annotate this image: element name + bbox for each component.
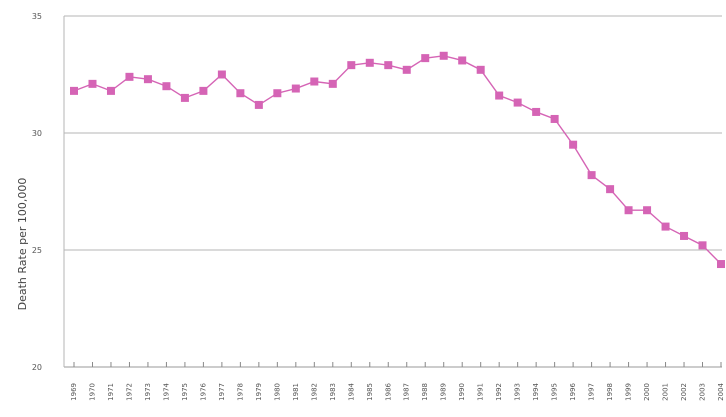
data-point <box>106 86 115 95</box>
y-tick-label: 20 <box>32 363 42 372</box>
data-point <box>569 140 578 149</box>
data-point <box>273 89 282 98</box>
x-tick-label: 1969 <box>70 383 78 401</box>
x-tick-label: 1990 <box>458 383 466 401</box>
data-point <box>70 86 78 95</box>
x-tick-label: 2000 <box>643 383 651 401</box>
data-point <box>661 222 670 231</box>
x-tick-label: 1980 <box>273 383 281 401</box>
data-point <box>513 98 522 107</box>
data-point <box>550 114 559 123</box>
data-point <box>458 56 467 65</box>
x-tick-label: 2003 <box>699 383 707 401</box>
data-point <box>347 61 356 70</box>
x-tick-label: 1981 <box>292 383 300 401</box>
x-tick-label: 1975 <box>181 383 189 401</box>
gridlines <box>63 15 722 368</box>
x-tick-label: 1974 <box>162 382 170 400</box>
data-point <box>143 75 152 84</box>
x-tick-label: 2004 <box>717 382 725 400</box>
x-tick-label: 1989 <box>440 383 448 401</box>
data-point <box>125 72 134 81</box>
data-point <box>328 79 337 88</box>
data-point <box>291 84 300 93</box>
x-tick-label: 1982 <box>310 383 318 401</box>
x-tick-label: 1991 <box>477 383 485 401</box>
x-tick-label: 1973 <box>144 383 152 401</box>
x-tick-label: 1972 <box>125 383 133 401</box>
data-point <box>476 65 485 74</box>
x-tick-label: 1978 <box>236 383 244 401</box>
x-tick-label: 1987 <box>403 383 411 401</box>
data-point <box>199 86 208 95</box>
data-point <box>180 93 189 102</box>
x-tick-label: 1985 <box>366 383 374 401</box>
data-point <box>421 54 430 63</box>
data-point <box>587 171 596 180</box>
y-axis-title: Death Rate per 100,000 <box>16 178 29 311</box>
data-point <box>717 260 725 269</box>
x-tick-label: 1993 <box>514 383 522 401</box>
data-point <box>162 82 171 91</box>
data-point <box>532 107 541 116</box>
data-point <box>384 61 393 70</box>
data-point <box>698 241 707 250</box>
x-tick-label: 2002 <box>680 383 688 401</box>
data-point <box>88 79 97 88</box>
x-tick-label: 1976 <box>199 382 207 400</box>
x-tick-label: 1970 <box>88 383 96 401</box>
x-tick-label: 1992 <box>495 383 503 401</box>
x-tick-label: 1984 <box>347 382 355 400</box>
y-tick-label: 25 <box>32 246 42 255</box>
x-axis: 1969 1970 1971 1972 1973 1974 1975 1976 1977 1978… <box>70 362 725 401</box>
x-tick-label: 1983 <box>329 383 337 401</box>
x-tick-label: 1979 <box>255 383 263 401</box>
y-axis-tick-labels: 20 25 30 35 <box>32 12 42 372</box>
data-point <box>310 77 319 86</box>
x-tick-label: 1999 <box>625 383 633 401</box>
y-tick-label: 30 <box>32 129 42 138</box>
data-point <box>365 58 374 67</box>
x-tick-label: 1988 <box>421 383 429 401</box>
data-point <box>254 100 263 109</box>
data-point <box>236 89 245 98</box>
data-point <box>439 51 448 60</box>
data-point <box>643 206 652 215</box>
data-point <box>217 70 226 79</box>
x-tick-label: 1986 <box>384 382 392 400</box>
data-point <box>624 206 633 215</box>
x-tick-label: 1971 <box>107 383 115 401</box>
series-layer <box>70 51 725 269</box>
data-point <box>402 65 411 74</box>
x-tick-label: 1997 <box>588 383 596 401</box>
y-tick-label: 35 <box>32 12 42 21</box>
x-tick-label: 1977 <box>218 383 226 401</box>
x-tick-label: 1996 <box>569 382 577 400</box>
data-point <box>495 91 504 100</box>
x-tick-label: 1994 <box>532 382 540 400</box>
x-tick-label: 1998 <box>606 383 614 401</box>
data-point <box>606 185 615 194</box>
data-point <box>680 231 689 240</box>
x-tick-label: 2001 <box>662 383 670 401</box>
x-tick-label: 1995 <box>551 383 559 401</box>
